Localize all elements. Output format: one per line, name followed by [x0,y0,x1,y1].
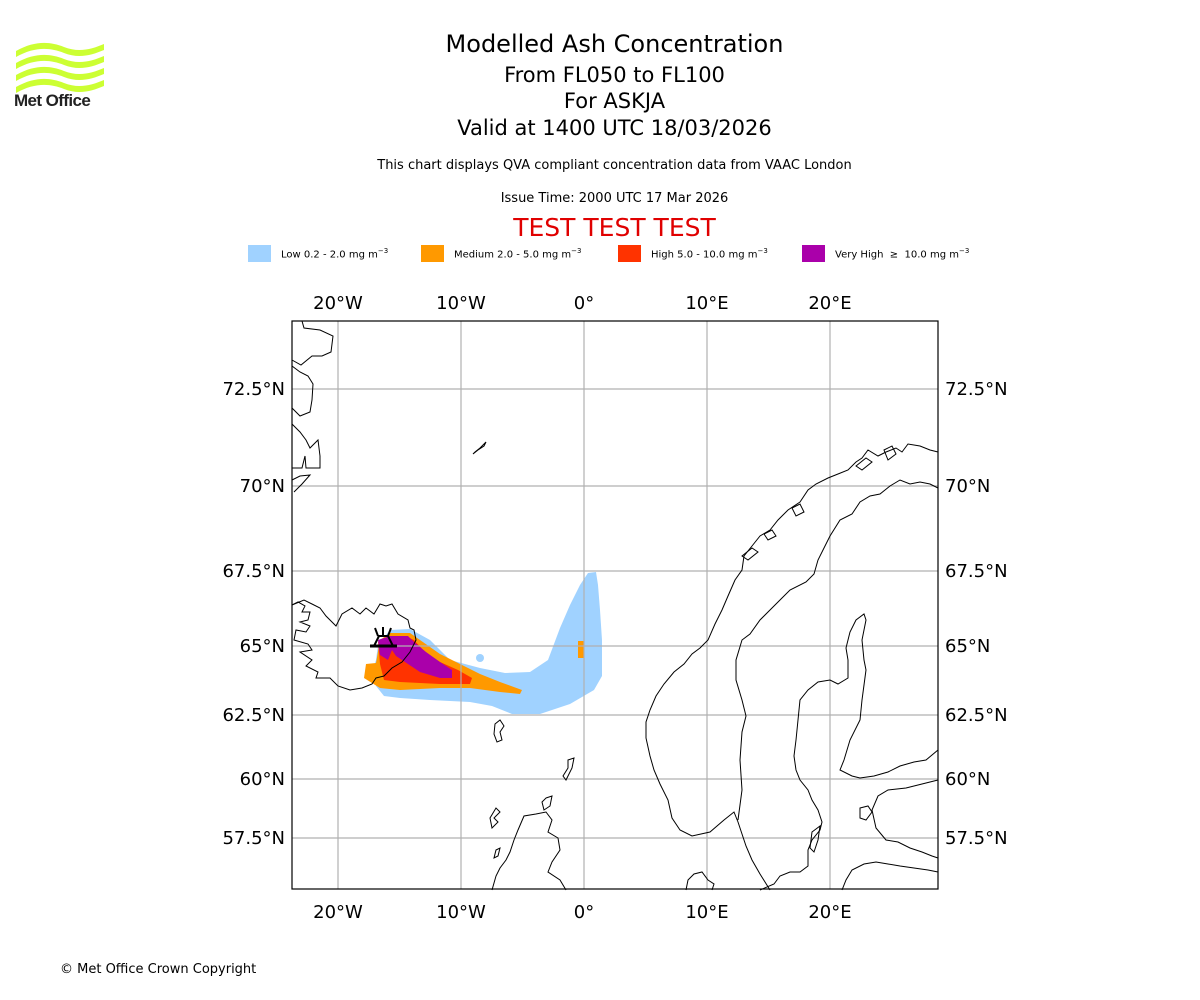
met-office-logo-text: Met Office [14,91,91,110]
data-source-note: This chart displays QVA compliant concen… [377,158,852,173]
lat-tick-label-right: 72.5°N [945,379,1008,400]
lon-tick-label-bottom: 20°E [808,902,851,923]
coastlines [291,320,939,891]
flight-level-range: From FL050 to FL100 [504,63,725,87]
legend-item-low: Low 0.2 - 2.0 mg m−3 [248,244,388,263]
lon-tick-label-top: 20°W [313,293,363,314]
test-banner: TEST TEST TEST [513,213,716,242]
legend-item-high: High 5.0 - 10.0 mg m−3 [618,244,768,263]
ash-region-medium-spot [578,641,584,658]
coastline-faroe [493,719,505,743]
lon-tick-label-bottom: 0° [574,902,594,923]
met-office-logo [16,42,104,93]
lon-tick-label-bottom: 10°E [685,902,728,923]
lon-tick-label-top: 0° [574,293,594,314]
lat-tick-label-right: 70°N [945,476,990,497]
legend-label-very-high: Very High ≥ 10.0 mg m−3 [835,246,970,261]
legend-swatch-high [618,245,641,262]
legend-label-low: Low 0.2 - 2.0 mg m−3 [281,246,389,261]
map-frame [291,320,939,890]
valid-time: Valid at 1400 UTC 18/03/2026 [457,116,772,140]
legend-swatch-very-high [802,245,825,262]
axis-tick-labels: 20°W 20°W 10°W 10°W 0° 0° 10°E 10°E 20°E 20°E 72.5… [222,293,1007,923]
volcano-icon [370,627,397,648]
coastline-orkney [541,795,553,811]
lat-tick-label-right: 67.5°N [945,561,1008,582]
coastline-hebrides [489,807,501,859]
coastline-saaremaa [859,805,873,821]
volcano-name: For ASKJA [563,89,666,113]
lat-tick-label-left: 60°N [240,769,285,790]
lat-tick-label-left: 57.5°N [222,828,285,849]
lon-tick-label-top: 10°E [685,293,728,314]
ash-region-low-spot [476,654,484,662]
lat-tick-label-right: 60°N [945,769,990,790]
coastline-greenland [291,320,334,493]
lat-tick-label-right: 65°N [945,636,990,657]
legend-label-high: High 5.0 - 10.0 mg m−3 [651,246,768,261]
coastline-denmark [685,871,715,891]
coastline-sweden-east [759,613,939,891]
coastline-iceland [291,599,417,691]
coastline-shetland [562,757,575,781]
legend-swatch-low [248,245,271,262]
legend-item-very-high: Very High ≥ 10.0 mg m−3 [802,244,969,263]
lon-tick-label-top: 20°E [808,293,851,314]
lat-tick-label-left: 67.5°N [222,561,285,582]
legend-item-medium: Medium 2.0 - 5.0 mg m−3 [421,244,581,263]
lon-tick-label-top: 10°W [436,293,486,314]
legend-label-medium: Medium 2.0 - 5.0 mg m−3 [454,246,582,261]
lon-tick-label-bottom: 20°W [313,902,363,923]
lat-tick-label-right: 57.5°N [945,828,1008,849]
chart-title: Modelled Ash Concentration [445,30,784,58]
coastline-scandinavia [645,443,939,891]
lat-tick-label-right: 62.5°N [945,705,1008,726]
legend-swatch-medium [421,245,444,262]
coastline-scotland [491,811,567,891]
lat-tick-label-left: 62.5°N [222,705,285,726]
lat-tick-label-left: 72.5°N [222,379,285,400]
lat-tick-label-left: 70°N [240,476,285,497]
graticule [292,321,938,889]
ash-concentration-layer [364,572,602,714]
coastline-jan-mayen [472,441,487,455]
lat-tick-label-left: 65°N [240,636,285,657]
copyright-notice: © Met Office Crown Copyright [60,962,257,977]
coastline-lofoten [741,445,897,561]
coastline-baltic-states [841,779,939,891]
lon-tick-label-bottom: 10°W [436,902,486,923]
coastline-gotland [809,824,821,853]
issue-time: Issue Time: 2000 UTC 17 Mar 2026 [500,191,729,206]
